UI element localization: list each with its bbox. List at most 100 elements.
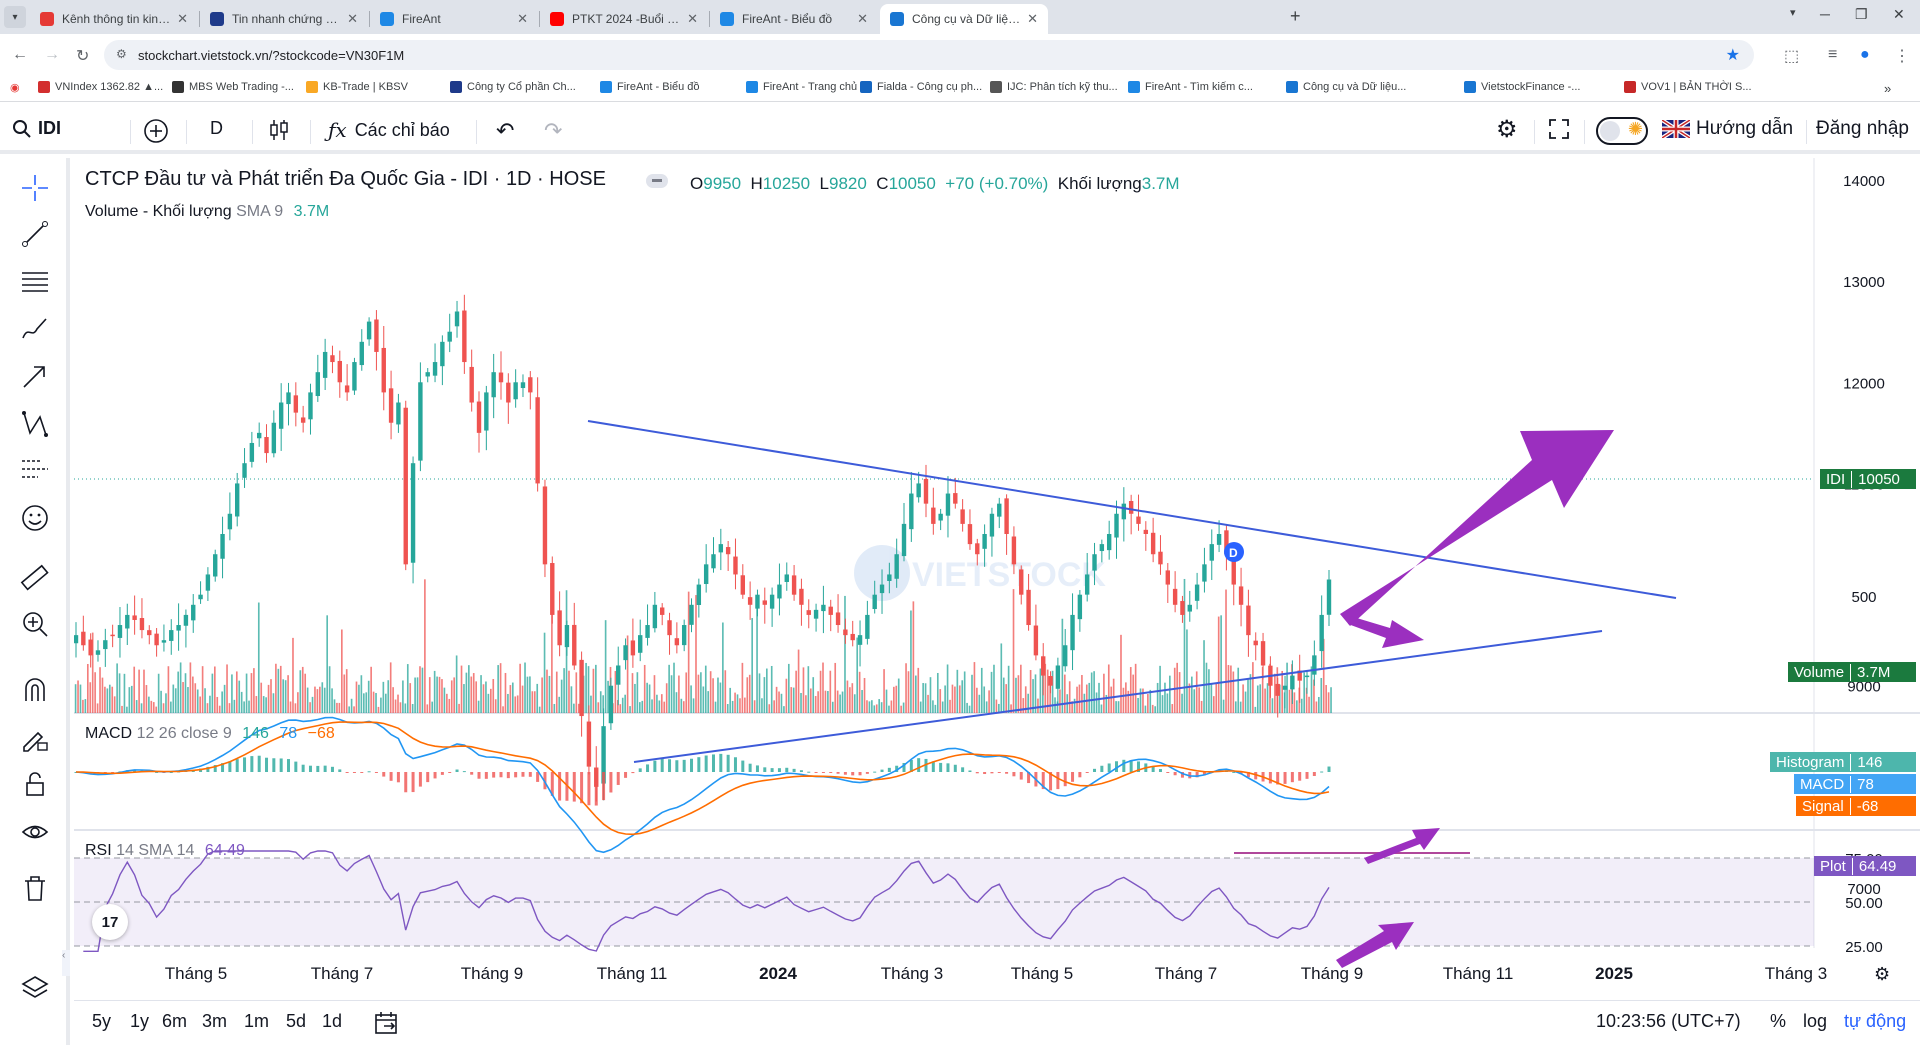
guide-button[interactable]: Hướng dẫn bbox=[1662, 118, 1793, 140]
date-range-button[interactable] bbox=[374, 1011, 400, 1040]
bookmark-item[interactable]: FireAnt - Biểu đồ bbox=[600, 81, 700, 93]
bookmark-item[interactable]: VOV1 | BẢN THỜI S... bbox=[1624, 81, 1752, 93]
collapse-toolbar-button[interactable]: ‹ bbox=[62, 950, 70, 976]
tab-separator bbox=[369, 11, 370, 27]
brush-tool[interactable] bbox=[17, 310, 53, 346]
bookmark-item[interactable]: VNIndex 1362.82 ▲... bbox=[38, 81, 163, 93]
interval-button[interactable]: D bbox=[210, 118, 223, 139]
range-button-3m[interactable]: 3m bbox=[202, 1011, 228, 1031]
reload-icon[interactable]: ↻ bbox=[76, 48, 90, 65]
crosshair-tool[interactable] bbox=[17, 170, 53, 206]
maximize-button[interactable]: ❐ bbox=[1855, 6, 1868, 22]
profile-icon[interactable]: ● bbox=[1860, 46, 1870, 63]
maps-icon[interactable]: ◉ bbox=[10, 82, 20, 94]
delete-tool[interactable] bbox=[17, 870, 53, 906]
fullscreen-button[interactable] bbox=[1548, 118, 1570, 140]
range-button-6m[interactable]: 6m bbox=[162, 1011, 188, 1031]
close-window-button[interactable]: ✕ bbox=[1893, 6, 1905, 22]
arrow-macd[interactable] bbox=[1336, 922, 1414, 968]
bookmark-item[interactable]: VietstockFinance -... bbox=[1464, 81, 1580, 93]
back-icon[interactable]: ← bbox=[12, 46, 28, 63]
tab-search-button[interactable]: ▾ bbox=[1790, 7, 1796, 19]
url-input[interactable]: ⚙ stockchart.vietstock.vn/?stockcode=VN3… bbox=[104, 40, 1754, 70]
forecast-tool[interactable] bbox=[17, 452, 53, 488]
theme-toggle[interactable]: ✺ bbox=[1596, 117, 1648, 145]
browser-tab[interactable]: FireAnt ✕ bbox=[370, 4, 538, 34]
undo-button[interactable]: ↶ bbox=[496, 118, 515, 143]
arrow-tool[interactable] bbox=[17, 358, 53, 394]
percent-toggle[interactable]: % bbox=[1770, 1011, 1787, 1031]
browser-tab[interactable]: Kênh thông tin kinh tế - tài chính ✕ bbox=[30, 4, 198, 34]
bookmark-item[interactable]: Công ty Cổ phần Ch... bbox=[450, 81, 576, 93]
bookmark-item[interactable]: IJC: Phân tích kỹ thu... bbox=[990, 81, 1118, 93]
arrow-volume[interactable] bbox=[1364, 828, 1440, 864]
media-icon[interactable]: ≡ bbox=[1828, 46, 1838, 63]
range-button-1m[interactable]: 1m bbox=[244, 1011, 270, 1031]
browser-tab[interactable]: Tin nhanh chứng khoán - Cổng ✕ bbox=[200, 4, 368, 34]
browser-tab[interactable]: FireAnt - Biểu đồ ✕ bbox=[710, 4, 878, 34]
magnet-tool[interactable] bbox=[17, 672, 53, 708]
extensions-icon[interactable]: ⬚ bbox=[1784, 48, 1800, 65]
browser-tab[interactable]: Công cụ và Dữ liệu Phân tích kỹ ✕ bbox=[880, 4, 1048, 34]
tab-close-icon[interactable]: ✕ bbox=[1027, 11, 1038, 26]
chart-settings-button[interactable]: ⚙ bbox=[1874, 964, 1891, 984]
macd-histogram-bar bbox=[411, 772, 415, 793]
bookmark-star-icon[interactable]: ★ bbox=[1725, 47, 1740, 64]
auto-scale-toggle[interactable]: tự động bbox=[1844, 1011, 1907, 1031]
log-toggle[interactable]: log bbox=[1803, 1011, 1828, 1031]
trendline-upper[interactable] bbox=[587, 420, 1677, 599]
bookmark-item[interactable]: Fialda - Công cụ ph... bbox=[860, 81, 982, 93]
pattern-tool[interactable] bbox=[17, 406, 53, 442]
arrow-small-right[interactable] bbox=[1348, 616, 1424, 648]
trendline-lower[interactable] bbox=[633, 630, 1603, 763]
emoji-tool[interactable] bbox=[17, 500, 53, 536]
indicators-button[interactable]: ƒx Các chỉ báo bbox=[328, 118, 450, 142]
browser-tab[interactable]: PTKT 2024 -Buổi 3 – Khái niệm ✕ bbox=[540, 4, 708, 34]
tab-close-icon[interactable]: ✕ bbox=[687, 11, 698, 26]
bookmark-item[interactable]: FireAnt - Trang chủ bbox=[746, 81, 857, 93]
arrow-big-up[interactable] bbox=[1340, 430, 1614, 626]
fib-tool[interactable] bbox=[17, 264, 53, 300]
draw-lock-tool[interactable] bbox=[17, 720, 53, 756]
chart-area[interactable]: VIETSTOCK D 1400013000120001100090008000… bbox=[74, 158, 1920, 988]
object-tree-tool[interactable] bbox=[17, 970, 53, 1006]
chart-svg[interactable]: VIETSTOCK D 1400013000120001100090008000… bbox=[74, 158, 1920, 988]
tab-close-icon[interactable]: ✕ bbox=[857, 11, 868, 26]
range-button-5d[interactable]: 5d bbox=[286, 1011, 307, 1031]
chart-type-button[interactable] bbox=[268, 118, 290, 142]
clock-text[interactable]: 10:23:56 (UTC+7) bbox=[1596, 1011, 1741, 1031]
trendline-tool[interactable] bbox=[17, 216, 53, 252]
new-tab-button[interactable]: + bbox=[1290, 6, 1301, 26]
compare-symbol-button[interactable] bbox=[143, 118, 169, 144]
range-button-5y[interactable]: 5y bbox=[92, 1011, 112, 1031]
visibility-tool[interactable] bbox=[17, 814, 53, 850]
bookmark-item[interactable]: Công cụ và Dữ liệu... bbox=[1286, 81, 1406, 93]
dividend-event-marker[interactable] bbox=[1224, 542, 1244, 562]
bookmark-item[interactable]: KB-Trade | KBSV bbox=[306, 81, 408, 93]
zoom-tool[interactable] bbox=[17, 606, 53, 642]
volume-bar bbox=[277, 668, 280, 713]
lock-tool[interactable] bbox=[17, 766, 53, 802]
forward-icon[interactable]: → bbox=[44, 46, 60, 63]
site-info-icon[interactable]: ⚙ bbox=[116, 47, 127, 61]
tab-close-icon[interactable]: ✕ bbox=[177, 11, 188, 26]
settings-button[interactable]: ⚙ bbox=[1496, 115, 1518, 144]
range-button-1y[interactable]: 1y bbox=[130, 1011, 150, 1031]
more-bookmarks-icon[interactable]: » bbox=[1884, 81, 1892, 96]
bookmark-item[interactable]: FireAnt - Tìm kiếm c... bbox=[1128, 81, 1253, 93]
tab-close-icon[interactable]: ✕ bbox=[347, 11, 358, 26]
login-button[interactable]: Đăng nhập bbox=[1816, 118, 1909, 140]
measure-tool[interactable] bbox=[17, 560, 53, 596]
arrow-big-up-shape[interactable] bbox=[1340, 430, 1614, 626]
volume-bar bbox=[1105, 694, 1108, 713]
tab-list-button[interactable]: ▾ bbox=[4, 6, 26, 28]
menu-icon[interactable]: ⋮ bbox=[1894, 48, 1910, 65]
minimize-button[interactable]: ─ bbox=[1820, 6, 1830, 22]
bookmark-item[interactable]: MBS Web Trading -... bbox=[172, 81, 294, 93]
symbol-search[interactable]: IDI bbox=[12, 118, 61, 139]
tradingview-logo[interactable]: 17 bbox=[92, 904, 128, 940]
range-button-1d[interactable]: 1d bbox=[322, 1011, 343, 1031]
legend-collapse-button[interactable] bbox=[646, 174, 668, 188]
tab-close-icon[interactable]: ✕ bbox=[517, 11, 528, 26]
redo-button[interactable]: ↷ bbox=[544, 118, 563, 143]
